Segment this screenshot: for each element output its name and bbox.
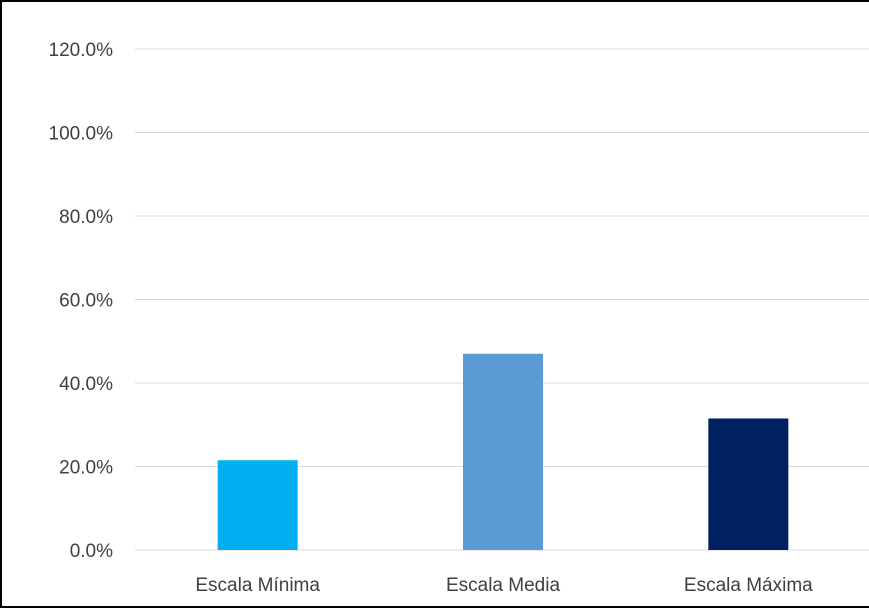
y-tick-label: 100.0% bbox=[49, 124, 114, 145]
bar bbox=[463, 353, 543, 550]
y-tick-label: 40.0% bbox=[59, 374, 113, 395]
x-axis-category-labels: Escala Mínima Escala Media Escala Máxima bbox=[195, 575, 813, 596]
x-category-label: Escala Media bbox=[446, 575, 560, 596]
x-category-label: Escala Mínima bbox=[195, 575, 320, 596]
y-tick-label: 120.0% bbox=[49, 40, 114, 61]
x-category-label: Escala Máxima bbox=[684, 575, 813, 596]
y-tick-label: 80.0% bbox=[59, 207, 113, 228]
bars bbox=[217, 353, 789, 550]
y-axis-tick-labels: 0.0% 20.0% 40.0% 60.0% 80.0% 100.0% 120.0% bbox=[49, 40, 114, 562]
y-tick-label: 20.0% bbox=[59, 458, 113, 479]
y-tick-label: 60.0% bbox=[59, 291, 113, 312]
y-tick-label: 0.0% bbox=[70, 541, 113, 562]
bar bbox=[217, 460, 298, 550]
bar bbox=[708, 418, 789, 550]
